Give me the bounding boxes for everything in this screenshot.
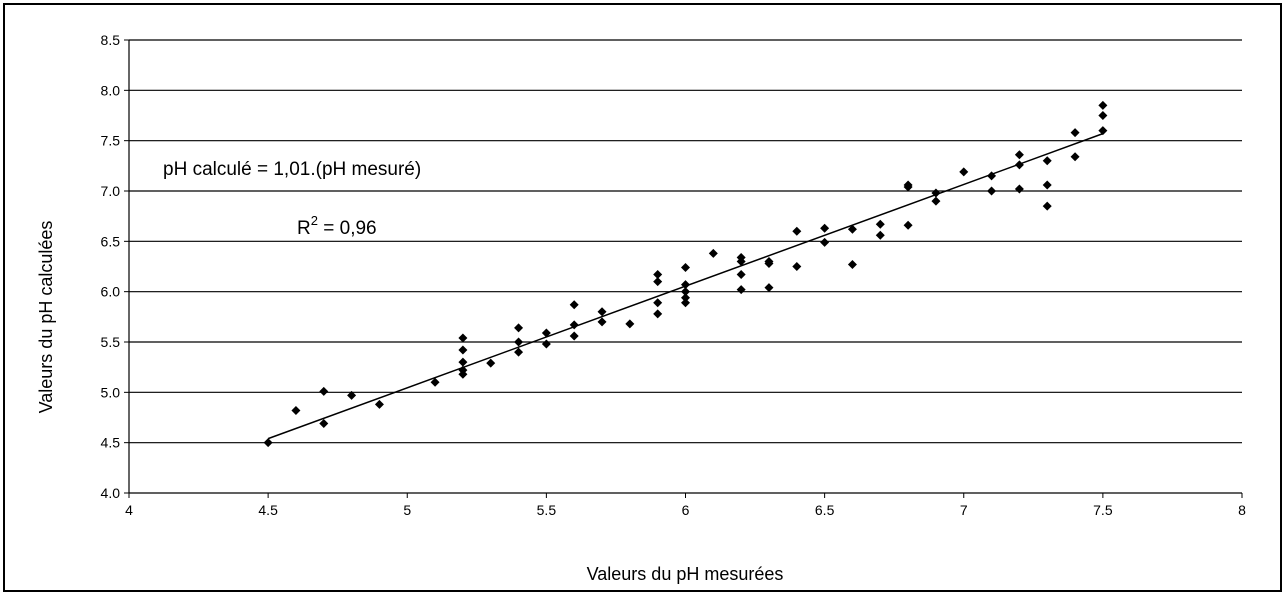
data-point-33 [708, 248, 718, 258]
data-point-27 [653, 309, 663, 319]
data-point-32 [681, 298, 690, 308]
data-point-3 [319, 419, 329, 429]
data-point-39 [764, 258, 774, 268]
y-tick-label-5: 6.5 [101, 233, 121, 249]
data-point-47 [875, 219, 885, 229]
data-point-12 [486, 358, 496, 368]
equation-annotation: pH calculé = 1,01.(pH mesuré) [163, 159, 421, 180]
y-tick-label-4: 6.0 [101, 284, 121, 300]
data-point-11 [458, 369, 468, 379]
data-point-16 [541, 328, 551, 338]
data-point-0 [263, 438, 273, 448]
data-point-61 [1042, 180, 1052, 190]
data-point-63 [1070, 128, 1080, 138]
x-tick-label-5: 6.5 [815, 502, 835, 518]
data-point-20 [569, 331, 579, 341]
data-point-31 [681, 293, 690, 303]
y-tick-label-2: 5.0 [101, 384, 121, 400]
data-point-55 [987, 171, 997, 181]
x-tick-label-6: 7 [960, 502, 968, 518]
data-point-29 [681, 280, 690, 290]
data-point-5 [374, 399, 384, 409]
x-tick-label-7: 7.5 [1093, 502, 1113, 518]
data-point-41 [792, 226, 802, 236]
data-point-6 [430, 377, 440, 387]
data-point-60 [1042, 156, 1052, 166]
y-tick-label-7: 7.5 [101, 133, 121, 149]
y-tick-label-1: 4.5 [101, 435, 121, 451]
data-point-40 [764, 283, 774, 293]
data-point-64 [1070, 152, 1080, 162]
data-point-35 [736, 256, 746, 266]
data-point-66 [1098, 111, 1108, 120]
data-point-56 [987, 186, 997, 196]
r-squared-value: = 0,96 [318, 218, 377, 239]
data-point-42 [792, 262, 802, 271]
data-point-18 [569, 300, 579, 310]
y-tick-label-6: 7.0 [101, 183, 121, 199]
data-point-50 [903, 182, 913, 192]
data-point-26 [653, 298, 663, 308]
data-point-9 [458, 357, 468, 367]
x-tick-label-4: 6 [682, 502, 690, 518]
r-squared-annotation: R2 = 0,96 [297, 213, 377, 239]
x-axis-title: Valeurs du pH mesurées [587, 564, 784, 584]
y-tick-label-3: 5.5 [101, 334, 121, 350]
data-point-28 [681, 263, 690, 273]
r-squared-exponent: 2 [311, 213, 318, 228]
data-points [263, 100, 1108, 448]
data-point-2 [319, 386, 329, 396]
data-point-37 [736, 285, 746, 295]
x-tick-label-2: 5 [403, 502, 411, 518]
y-axis-title: Valeurs du pH calculées [36, 221, 56, 414]
data-point-4 [347, 390, 357, 400]
data-point-67 [1098, 126, 1108, 136]
y-tick-label-0: 4.0 [101, 485, 121, 501]
data-point-52 [931, 188, 941, 198]
data-point-54 [959, 167, 969, 177]
data-point-57 [1014, 150, 1024, 160]
data-point-62 [1042, 201, 1052, 211]
data-point-53 [931, 196, 941, 206]
x-tick-label-0: 4 [125, 502, 133, 518]
chart-frame [3, 3, 1282, 592]
data-point-51 [903, 220, 913, 230]
data-point-19 [569, 320, 579, 330]
data-point-59 [1014, 184, 1024, 194]
data-point-7 [458, 333, 468, 343]
data-point-15 [514, 347, 524, 357]
data-point-30 [681, 287, 690, 297]
data-point-23 [625, 319, 635, 329]
data-point-22 [597, 317, 607, 327]
x-tick-label-8: 8 [1238, 502, 1246, 518]
data-point-46 [847, 259, 857, 269]
gridlines [129, 39, 1242, 444]
data-point-65 [1098, 100, 1108, 110]
data-point-25 [653, 277, 663, 287]
data-point-43 [820, 223, 830, 233]
data-point-44 [820, 237, 830, 247]
data-point-17 [541, 339, 551, 349]
x-tick-label-1: 4.5 [258, 502, 278, 518]
data-point-1 [291, 405, 301, 415]
y-tick-label-9: 8.5 [101, 32, 121, 48]
r-squared-prefix: R [297, 218, 311, 239]
data-point-48 [875, 230, 885, 240]
x-tick-label-3: 5.5 [537, 502, 557, 518]
data-point-8 [458, 345, 468, 355]
data-point-13 [514, 323, 524, 333]
data-point-21 [597, 307, 607, 317]
data-point-36 [736, 270, 746, 280]
data-point-58 [1014, 160, 1024, 170]
y-tick-label-8: 8.0 [101, 82, 121, 98]
data-point-24 [653, 270, 663, 280]
axes [124, 39, 1243, 498]
data-point-45 [847, 224, 857, 234]
tick-labels: 4.0 4.5 5.0 5.5 6.0 6.5 7.0 7.5 8.0 8.5 4 4.5 5 5.5 6 6… [101, 32, 1247, 518]
data-point-14 [514, 337, 524, 347]
